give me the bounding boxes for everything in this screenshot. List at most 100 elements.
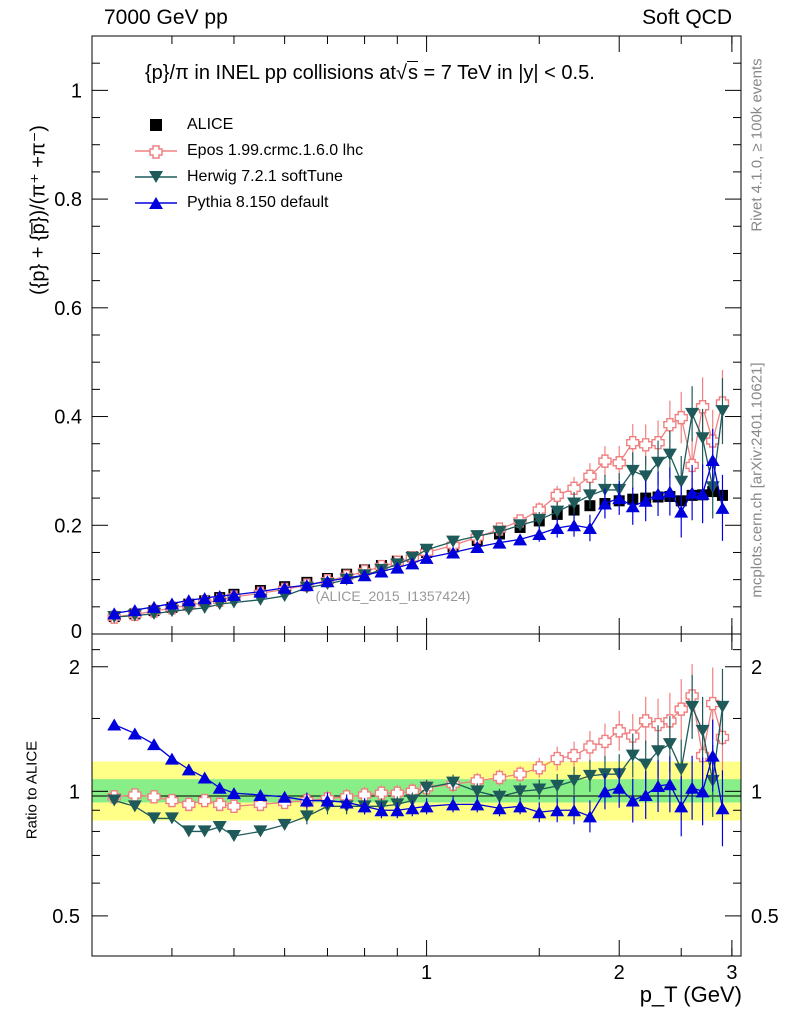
- x-axis-label: p_T (GeV): [639, 982, 742, 1007]
- ratio-point-pythia: [612, 781, 627, 794]
- ratio-point-epos: [213, 797, 227, 812]
- ratio-point-pythia: [299, 794, 314, 807]
- ratio-point-herwig: [446, 776, 461, 789]
- point-pythia: [164, 597, 179, 610]
- tick-labels: 1 2 3 0.2 0.4 0.6 0.8 1 0 0.5 0.5 1 1 2 2: [52, 80, 779, 984]
- ratio-point-pythia: [662, 778, 677, 791]
- ratio-tick-label-right: 0.5: [751, 906, 779, 928]
- ratio-point-herwig: [107, 794, 122, 807]
- ratio-point-pythia: [597, 785, 612, 798]
- point-herwig: [446, 535, 461, 548]
- ratio-point-pythia: [532, 806, 547, 819]
- title-post: = 7 TeV in |y| < 0.5.: [417, 62, 595, 84]
- point-epos: [638, 438, 653, 452]
- ratio-point-epos: [598, 734, 612, 749]
- y-tick-label: 0.6: [54, 298, 82, 320]
- point-pythia: [685, 486, 700, 499]
- ratio-point-epos: [567, 748, 581, 763]
- series-layer-ratio: [107, 663, 730, 847]
- ratio-point-epos: [532, 761, 546, 775]
- point-pythia: [715, 501, 730, 514]
- legend-symbol-pythia: [135, 197, 177, 209]
- ratio-point-epos: [147, 790, 161, 804]
- point-pythia: [226, 588, 241, 601]
- ratio-point-epos: [638, 714, 653, 728]
- ratio-tick-label-left: 2: [69, 657, 80, 679]
- header-right: Soft QCD: [642, 6, 732, 29]
- legend-label-epos: Epos 1.99.crmc.1.6.0 lhc: [187, 142, 364, 159]
- ratio-point-pythia: [127, 727, 142, 740]
- ratio-point-herwig: [513, 785, 528, 798]
- point-herwig: [662, 448, 677, 461]
- ratio-point-pythia: [212, 781, 227, 794]
- ratio-point-herwig: [164, 812, 179, 825]
- point-herwig: [685, 407, 700, 420]
- ratio-point-pythia: [715, 802, 730, 815]
- point-epos: [583, 469, 597, 484]
- ratio-point-herwig: [662, 738, 677, 751]
- ratio-point-pythia: [513, 800, 528, 813]
- ratio-point-pythia: [685, 781, 700, 794]
- point-herwig: [197, 601, 212, 614]
- legend-symbol-epos: [135, 145, 177, 159]
- side-text-rivet: Rivet 4.1.0, ≥ 100k events: [748, 58, 766, 232]
- y-tick-label: 0.2: [54, 515, 82, 537]
- y-tick-label-zero: 0: [71, 621, 82, 643]
- ratio-point-pythia: [492, 802, 507, 815]
- ratio-point-pythia: [695, 785, 710, 798]
- ratio-tick-label-right: 1: [751, 781, 762, 803]
- ratio-point-herwig: [299, 810, 314, 823]
- ratio-tick-label-left: 1: [69, 781, 80, 803]
- ratio-point-pythia: [567, 804, 582, 817]
- point-pythia: [638, 494, 653, 507]
- ratio-point-epos: [513, 767, 527, 781]
- ratio-point-pythia: [374, 804, 389, 817]
- ratio-point-pythia: [253, 788, 268, 801]
- point-pythia: [277, 581, 292, 594]
- point-herwig: [651, 456, 666, 469]
- legend-item-pythia: Pythia 8.150 default: [135, 190, 363, 216]
- ratio-point-herwig: [277, 818, 292, 831]
- legend-item-herwig: Herwig 7.2.1 softTune: [135, 164, 363, 190]
- point-pythia: [253, 585, 268, 598]
- point-herwig: [582, 489, 597, 502]
- ratio-point-pythia: [390, 804, 405, 817]
- ratio-point-epos: [550, 751, 564, 766]
- ratio-point-epos: [253, 797, 268, 812]
- ratio-point-pythia: [147, 738, 162, 751]
- y-tick-label: 0.4: [54, 407, 82, 429]
- ratio-point-herwig: [197, 825, 212, 838]
- ratio-point-pythia: [164, 752, 179, 765]
- point-pythia: [390, 561, 405, 574]
- ratio-point-pythia: [226, 787, 241, 800]
- point-herwig: [550, 505, 565, 518]
- point-pythia: [127, 604, 142, 617]
- point-herwig: [567, 497, 582, 510]
- analysis-watermark: (ALICE_2015_I1357424): [315, 588, 471, 604]
- ratio-point-epos: [612, 724, 626, 738]
- ratio-point-herwig: [674, 763, 689, 776]
- ratio-point-pythia: [357, 800, 372, 813]
- point-herwig: [492, 525, 507, 538]
- ratio-point-pythia: [638, 788, 653, 801]
- point-epos: [626, 435, 640, 450]
- side-text-site: mcplots.cern.ch [arXiv:2401.10621]: [748, 362, 766, 598]
- ratio-point-epos: [182, 797, 196, 812]
- y-tick-label: 0.8: [54, 189, 82, 211]
- point-pythia: [197, 592, 212, 605]
- point-epos: [612, 456, 626, 470]
- legend-item-alice: ALICE: [135, 112, 363, 138]
- x-tick-label: 3: [726, 962, 737, 984]
- ratio-point-herwig: [582, 769, 597, 782]
- ratio-point-pythia: [339, 796, 354, 809]
- point-pythia: [513, 533, 528, 546]
- point-epos: [550, 488, 564, 503]
- legend-label-alice: ALICE: [187, 116, 234, 133]
- point-epos: [663, 418, 677, 432]
- point-herwig: [695, 432, 710, 445]
- ratio-point-epos: [492, 770, 507, 785]
- point-epos: [695, 400, 710, 414]
- point-herwig: [470, 530, 485, 543]
- y-axis-label-top: ({p} + {p̅})/(π⁺ +π⁻): [27, 125, 50, 295]
